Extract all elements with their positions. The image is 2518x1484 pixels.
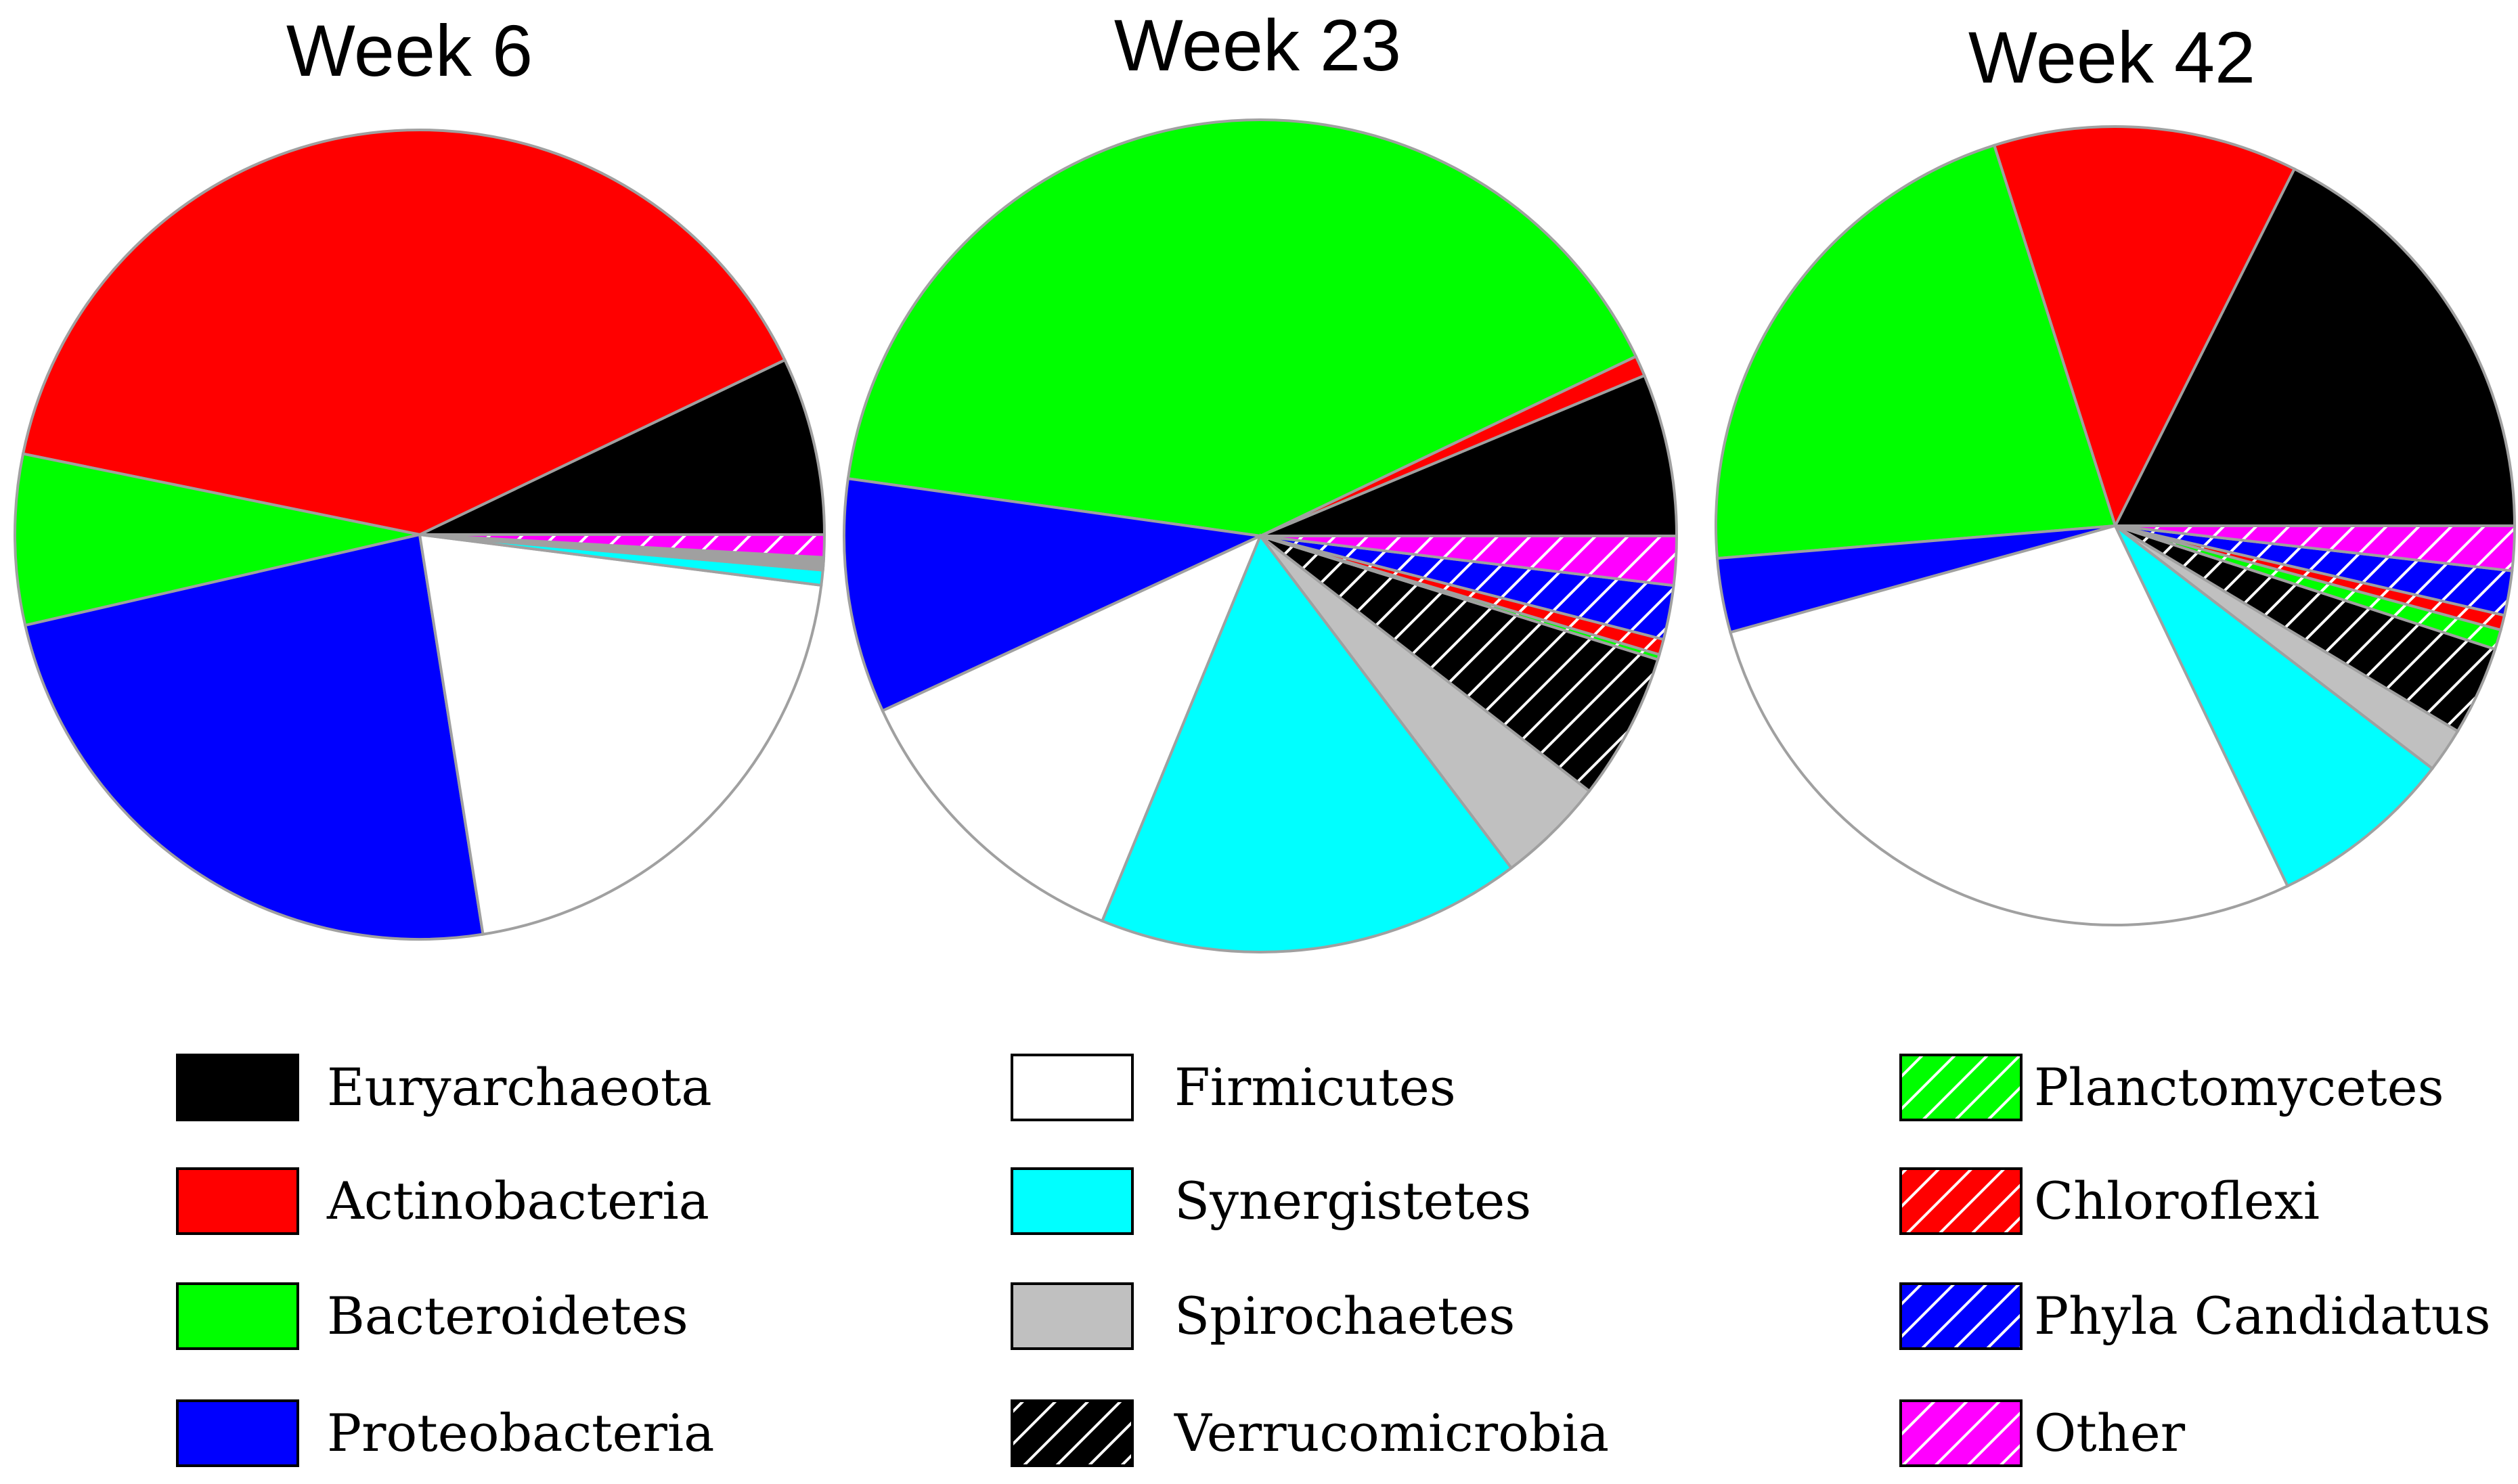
slice-bacteroidetes (1715, 143, 2117, 560)
legend-swatch (1011, 1282, 1134, 1350)
slice-bacteroidetes (14, 452, 420, 627)
legend-swatch (176, 1282, 299, 1350)
legend-swatch (1011, 1054, 1134, 1121)
legend-item-firmicutes: Firmicutes (1011, 1054, 1456, 1121)
legend-swatch (1899, 1399, 2023, 1467)
slice-euryarchaeota (2113, 166, 2517, 527)
slice-proteobacteria (843, 477, 1266, 713)
legend-swatch (1899, 1167, 2023, 1235)
legend-swatch (176, 1054, 299, 1121)
legend-item-spirochaetes: Spirochaetes (1011, 1282, 1515, 1350)
chart-title: Week 42 (1968, 16, 2255, 98)
pie-chart-week-23: Week 236.3%40.7%9.1%11.9%16.5%4.2%5.7%2.… (843, 4, 1679, 953)
slice-euryarchaeota (419, 358, 826, 536)
legend-label: Other (2034, 1403, 2186, 1463)
legend-label: Firmicutes (1174, 1057, 1456, 1117)
legend-label: Synergistetes (1174, 1171, 1531, 1231)
legend-label: Euryarchaeota (327, 1057, 712, 1117)
slice-bacteroidetes (846, 118, 1638, 538)
pie-chart-week-6: Week 67.1%39.7%6.8%23.9%20.5% (14, 9, 826, 941)
slice-actinobacteria (21, 129, 787, 537)
legend-label: Planctomycetes (2034, 1057, 2444, 1117)
slice-synergistetes (2114, 524, 2435, 888)
slice-euryarchaeota (1260, 374, 1679, 537)
legend-item-other: Other (1899, 1399, 2186, 1467)
legend-label: Phyla Candidatus (2034, 1286, 2491, 1346)
legend-swatch (1899, 1054, 2023, 1121)
pie-chart-week-42: Week 4217.6%12.3%21.4%3%27.8%7.5%1.8%3.6… (1715, 16, 2517, 927)
legend-item-phyla-candidatus: Phyla Candidatus (1899, 1282, 2491, 1350)
legend-label: Proteobacteria (327, 1403, 715, 1463)
legend-item-chloroflexi: Chloroflexi (1899, 1167, 2320, 1235)
legend-label: Verrucomicrobia (1174, 1403, 1609, 1463)
legend-item-proteobacteria: Proteobacteria (176, 1399, 715, 1467)
legend-swatch (176, 1167, 299, 1235)
legend-item-synergistetes: Synergistetes (1011, 1167, 1531, 1235)
legend-swatch (176, 1399, 299, 1467)
slice-firmicutes (1728, 524, 2290, 927)
legend-item-euryarchaeota: Euryarchaeota (176, 1054, 712, 1121)
slice-verrucomicrobia (1259, 535, 1660, 793)
slice-firmicutes (881, 533, 1263, 923)
slice-synergistetes (1100, 533, 1514, 953)
slice-other (419, 533, 826, 559)
chart-title: Week 6 (286, 9, 533, 91)
slice-proteobacteria (23, 533, 485, 941)
chart-title: Week 23 (1114, 4, 1401, 86)
legend-swatch (1011, 1399, 1134, 1467)
legend-label: Bacteroidetes (327, 1286, 688, 1346)
legend-item-bacteroidetes: Bacteroidetes (176, 1282, 688, 1350)
slice-other (2115, 524, 2517, 572)
legend-swatch (1899, 1282, 2023, 1350)
legend-item-planctomycetes: Planctomycetes (1899, 1054, 2444, 1121)
legend-item-verrucomicrobia: Verrucomicrobia (1011, 1399, 1609, 1467)
slice-firmicutes (418, 533, 823, 936)
legend-item-actinobacteria: Actinobacteria (176, 1167, 709, 1235)
legend: Euryarchaeota Actinobacteria Bacteroidetes… (176, 1054, 2491, 1467)
slice-other (1260, 535, 1679, 587)
legend-label: Chloroflexi (2034, 1171, 2320, 1231)
legend-label: Spirochaetes (1174, 1286, 1515, 1346)
legend-label: Actinobacteria (326, 1171, 709, 1231)
pie-charts: Week 67.1%39.7%6.8%23.9%20.5%Week 236.3%… (14, 4, 2517, 953)
legend-swatch (1011, 1167, 1134, 1235)
slice-actinobacteria (1992, 125, 2297, 530)
